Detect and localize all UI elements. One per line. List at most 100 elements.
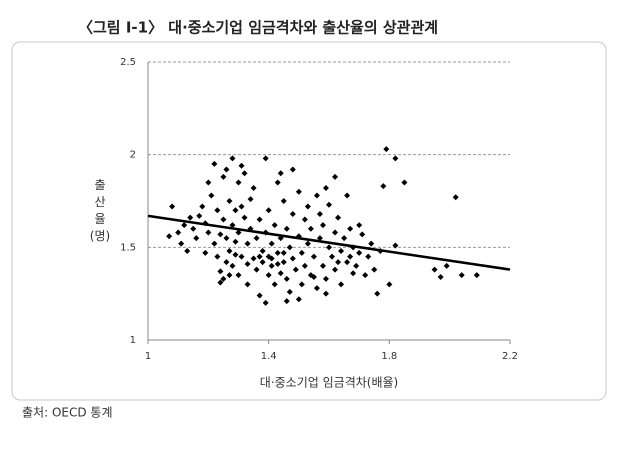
scatter-point	[244, 261, 251, 268]
scatter-point	[280, 249, 287, 256]
scatter-point	[181, 222, 188, 229]
scatter-point	[322, 185, 329, 192]
scatter-point	[286, 244, 293, 251]
x-tick-label: 1.8	[381, 351, 397, 362]
scatter-point	[353, 262, 360, 269]
y-tick-label: 1	[130, 335, 136, 346]
scatter-point	[380, 183, 387, 190]
scatter-point	[338, 281, 345, 288]
scatter-point	[458, 272, 465, 279]
scatter-point	[316, 210, 323, 217]
scatter-point	[319, 222, 326, 229]
scatter-point	[371, 266, 378, 273]
scatter-point	[313, 285, 320, 292]
scatter-point	[217, 268, 224, 275]
scatter-point	[362, 272, 369, 279]
scatter-point	[244, 240, 251, 247]
scatter-point	[350, 270, 357, 277]
scatter-point	[280, 259, 287, 266]
scatter-point	[235, 229, 242, 236]
scatter-point	[335, 214, 342, 221]
scatter-point	[443, 262, 450, 269]
scatter-point	[295, 188, 302, 195]
y-axis-label: 출 산 율 (명)	[90, 178, 110, 243]
scatter-point	[322, 275, 329, 282]
scatter-point	[214, 207, 221, 214]
scatter-point	[289, 210, 296, 217]
scatter-point	[259, 248, 266, 255]
scatter-point	[344, 192, 351, 199]
scatter-point	[341, 235, 348, 242]
scatter-point	[304, 203, 311, 210]
scatter-point	[256, 253, 263, 260]
scatter-point	[229, 222, 236, 229]
scatter-point	[304, 240, 311, 247]
scatter-point	[196, 212, 203, 219]
scatter-point	[217, 279, 224, 286]
scatter-point	[289, 166, 296, 173]
chart-title: 〈그림 Ⅰ-1〉 대·중소기업 임금격차와 출산율의 상관관계	[78, 19, 438, 37]
scatter-point	[241, 170, 248, 177]
scatter-point	[347, 225, 354, 232]
scatter-point	[265, 207, 272, 214]
scatter-point	[280, 198, 287, 204]
scatter-point	[401, 179, 408, 186]
scatter-point	[286, 288, 293, 295]
scatter-point	[332, 229, 339, 236]
scatter-point	[250, 255, 257, 262]
scatter-point	[332, 173, 339, 180]
scatter-point	[310, 253, 317, 260]
scatter-point	[283, 275, 290, 282]
scatter-point	[338, 248, 345, 255]
scatter-point	[262, 155, 269, 162]
scatter-point	[238, 162, 245, 169]
scatter-point	[274, 261, 281, 268]
scatter-point	[259, 259, 266, 266]
scatter-point	[473, 272, 480, 279]
scatter-point	[217, 231, 224, 238]
scatter-point	[220, 173, 227, 180]
scatter-point	[313, 192, 320, 199]
scatter-point	[271, 222, 278, 229]
scatter-point	[307, 225, 314, 232]
scatter-point	[268, 240, 275, 247]
scatter-point	[223, 259, 230, 266]
scatter-point	[220, 275, 227, 282]
scatter-point	[332, 266, 339, 273]
scatter-point	[178, 240, 185, 247]
scatter-point	[365, 253, 372, 260]
scatter-point	[301, 262, 308, 269]
scatter-point	[229, 262, 236, 269]
trend-line	[147, 214, 511, 271]
scatter-point	[205, 179, 212, 186]
scatter-point	[268, 262, 275, 269]
scatter-point	[199, 203, 206, 210]
scatter-point	[214, 253, 221, 260]
scatter-point	[220, 216, 227, 223]
scatter-point	[208, 192, 215, 199]
scatter-point	[298, 249, 305, 256]
scatter-point	[277, 170, 284, 177]
scatter-point	[232, 238, 239, 245]
scatter-point	[238, 203, 245, 210]
scatter-point	[253, 266, 260, 273]
scatter-point	[226, 248, 233, 255]
scatter-point	[271, 281, 278, 288]
scatter-point	[226, 198, 233, 204]
x-tick-label: 1.4	[261, 351, 277, 362]
scatter-point	[316, 235, 323, 242]
scatter-point	[247, 196, 254, 203]
scatter-point	[256, 216, 263, 223]
scatter-point	[193, 235, 200, 242]
scatter-point	[298, 281, 305, 288]
scatter-point	[202, 249, 209, 256]
scatter-point	[335, 259, 342, 266]
y-tick-label: 1.5	[120, 242, 136, 253]
scatter-point	[223, 235, 230, 242]
scatter-point	[229, 155, 236, 162]
x-tick-label: 2.2	[502, 351, 518, 362]
scatter-point	[368, 240, 375, 247]
scatter-point	[437, 273, 444, 280]
scatter-point	[301, 216, 308, 223]
